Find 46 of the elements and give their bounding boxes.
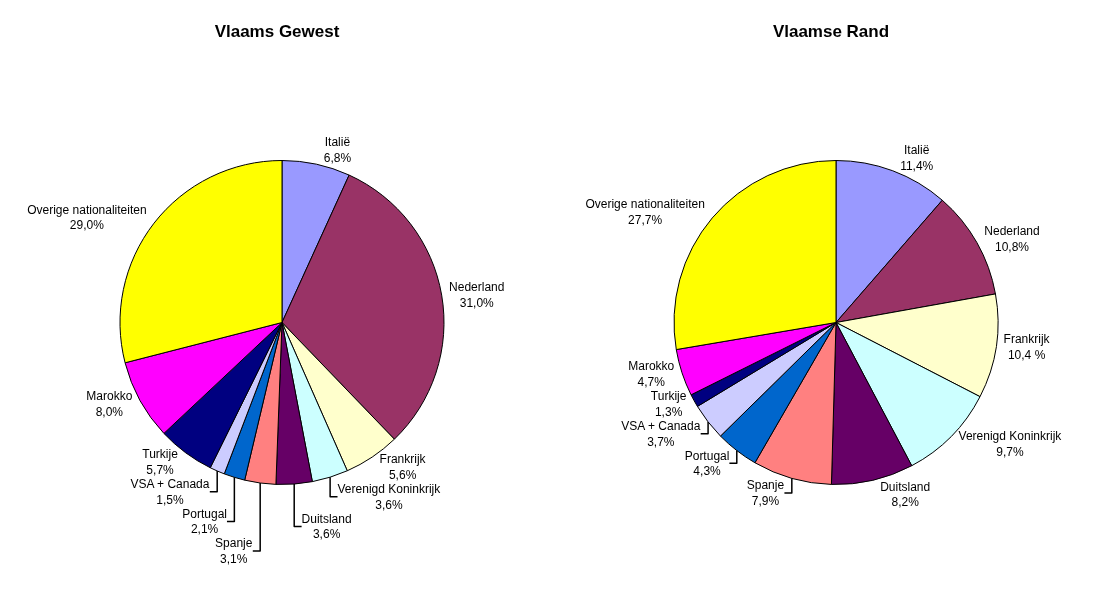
data-label: 8,0% bbox=[95, 404, 124, 419]
slice-label: Overige nationaliteiten bbox=[27, 202, 147, 217]
slice-label: VSA + Canada bbox=[130, 477, 210, 492]
slice-label: Italië bbox=[324, 135, 351, 150]
data-label: 3,6% bbox=[312, 527, 341, 542]
slice-label: Spanje bbox=[746, 478, 785, 493]
slice-label: Overige nationaliteiten bbox=[585, 196, 705, 211]
slice-label: Marokko bbox=[86, 389, 133, 404]
slice-label: Verenigd Koninkrijk bbox=[958, 428, 1063, 443]
slice-label: Turkije bbox=[650, 389, 687, 404]
slice-label: Portugal bbox=[684, 448, 730, 463]
slice-label: Verenigd Koninkrijk bbox=[337, 482, 442, 497]
chart-title: Vlaams Gewest bbox=[214, 21, 340, 41]
data-label: 6,8% bbox=[323, 150, 352, 165]
data-label: 31,0% bbox=[459, 295, 495, 310]
data-label: 8,2% bbox=[891, 495, 920, 510]
data-label: 5,6% bbox=[388, 468, 417, 483]
slice-label: Duitsland bbox=[880, 479, 931, 494]
slice-label: Frankrijk bbox=[379, 452, 427, 467]
slice-label: Duitsland bbox=[301, 511, 352, 526]
data-label: 2,1% bbox=[190, 522, 219, 537]
data-label: 10,8% bbox=[994, 239, 1030, 254]
data-label: 4,3% bbox=[693, 464, 722, 479]
slice-label: Frankrijk bbox=[1003, 332, 1051, 347]
slice-label: VSA + Canada bbox=[621, 418, 701, 433]
data-label: 10,4 % bbox=[1007, 347, 1046, 362]
data-label: 1,3% bbox=[654, 404, 683, 419]
slice-label: Turkije bbox=[142, 447, 179, 462]
slice-label: Italië bbox=[904, 142, 930, 157]
data-label: 5,7% bbox=[146, 463, 175, 478]
slice-label: Marokko bbox=[628, 359, 675, 374]
slice-label: Spanje bbox=[215, 536, 253, 551]
data-label: 11,4% bbox=[900, 158, 934, 173]
chart-title: Vlaamse Rand bbox=[772, 21, 890, 41]
data-label: 3,7% bbox=[647, 434, 675, 449]
data-label: 27,7% bbox=[628, 212, 663, 227]
data-label: 1,5% bbox=[156, 492, 184, 507]
data-label: 3,1% bbox=[220, 551, 248, 566]
slice-label: Nederland bbox=[449, 279, 505, 294]
data-label: 7,9% bbox=[751, 493, 780, 508]
data-label: 4,7% bbox=[637, 374, 666, 389]
slice-label: Portugal bbox=[182, 506, 227, 521]
data-label: 29,0% bbox=[69, 218, 105, 233]
data-label: 3,6% bbox=[375, 497, 403, 512]
data-label: 9,7% bbox=[996, 444, 1024, 459]
slice-label: Nederland bbox=[984, 224, 1040, 239]
